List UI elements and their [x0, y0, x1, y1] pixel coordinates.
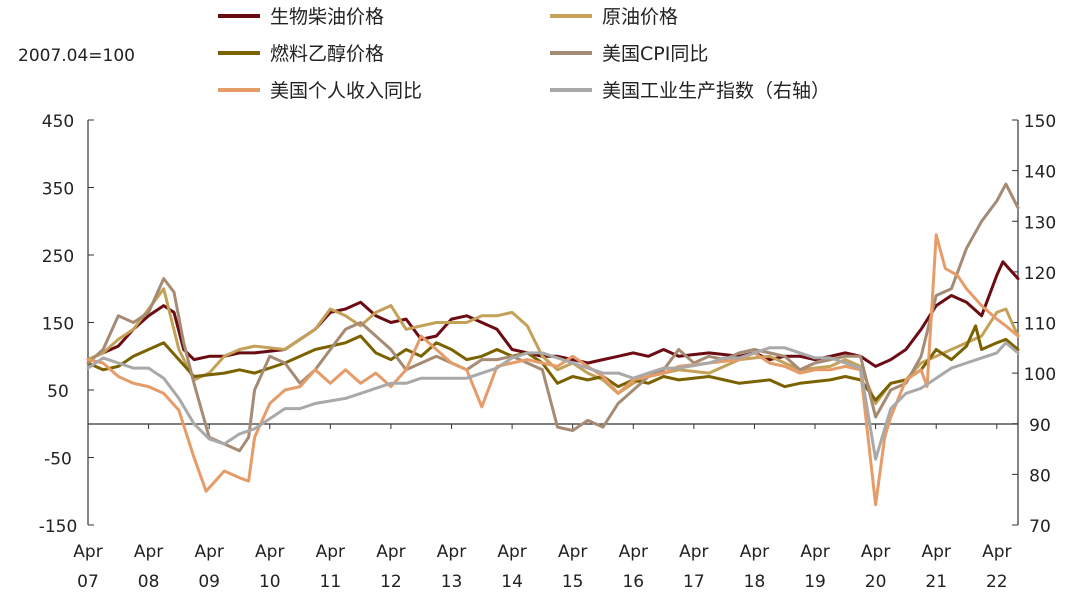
x-tick-label-month: Apr	[679, 542, 708, 562]
x-tick-label-year: 15	[562, 572, 584, 592]
series-layer	[86, 182, 1020, 507]
x-tick-label-year: 16	[622, 572, 644, 592]
legend-label: 美国工业生产指数（右轴）	[602, 80, 830, 102]
x-tick-label-year: 11	[320, 572, 342, 592]
x-tick-label-month: Apr	[861, 542, 890, 562]
series-line-4	[86, 233, 1020, 507]
x-tick-label-month: Apr	[255, 542, 284, 562]
x-tick-label-year: 13	[441, 572, 463, 592]
x-tick-label-year: 20	[865, 572, 887, 592]
left-tick-label: 250	[42, 247, 74, 267]
x-tick-label-month: Apr	[497, 542, 526, 562]
x-tick-label-year: 17	[683, 572, 705, 592]
left-tick-label: -50	[44, 450, 72, 470]
x-tick-label-year: 21	[925, 572, 947, 592]
right-tick-label: 130	[1024, 213, 1056, 233]
right-tick-label: 70	[1029, 517, 1051, 537]
x-tick-label-year: 10	[259, 572, 281, 592]
x-tick-label-year: 12	[380, 572, 402, 592]
x-tick-label-month: Apr	[982, 542, 1011, 562]
x-tick-label-year: 14	[501, 572, 523, 592]
x-tick-label-month: Apr	[619, 542, 648, 562]
series-line-0	[86, 260, 1020, 368]
legend-label: 美国个人收入同比	[270, 80, 422, 102]
legend-label: 燃料乙醇价格	[270, 43, 384, 65]
x-tick-label-year: 09	[198, 572, 220, 592]
series-line-1	[86, 287, 1020, 405]
left-tick-label: 450	[42, 112, 74, 132]
x-tick-label-month: Apr	[316, 542, 345, 562]
right-tick-label: 140	[1024, 163, 1056, 183]
x-tick-label-month: Apr	[740, 542, 769, 562]
base-label: 2007.04=100	[18, 46, 135, 66]
x-tick-label-year: 08	[138, 572, 160, 592]
right-tick-label: 150	[1024, 112, 1056, 132]
axes: 45035025015050-50-1501501401301201101009…	[39, 112, 1057, 592]
x-tick-label-month: Apr	[134, 542, 163, 562]
x-tick-label-month: Apr	[437, 542, 466, 562]
left-tick-label: 150	[42, 315, 74, 335]
legend-label: 生物柴油价格	[270, 6, 384, 28]
right-tick-label: 80	[1029, 466, 1051, 486]
x-tick-label-month: Apr	[376, 542, 405, 562]
legend-label: 原油价格	[602, 6, 678, 28]
series-line-3	[86, 182, 1020, 453]
x-tick-label-year: 19	[804, 572, 826, 592]
right-tick-label: 100	[1024, 365, 1056, 385]
series-line-5	[86, 341, 1020, 461]
right-tick-label: 110	[1024, 315, 1056, 335]
x-tick-label-month: Apr	[73, 542, 102, 562]
x-tick-label-month: Apr	[558, 542, 587, 562]
legend-label: 美国CPI同比	[602, 43, 708, 65]
left-tick-label: -150	[39, 517, 78, 537]
left-tick-label: 50	[47, 382, 69, 402]
x-tick-label-month: Apr	[194, 542, 223, 562]
right-tick-label: 90	[1029, 416, 1051, 436]
x-tick-label-year: 22	[986, 572, 1008, 592]
series-line-2	[86, 324, 1020, 402]
x-tick-label-year: 18	[744, 572, 766, 592]
x-tick-label-month: Apr	[921, 542, 950, 562]
right-tick-label: 120	[1024, 264, 1056, 284]
x-tick-label-month: Apr	[800, 542, 829, 562]
left-tick-label: 350	[42, 180, 74, 200]
x-tick-label-year: 07	[77, 572, 99, 592]
